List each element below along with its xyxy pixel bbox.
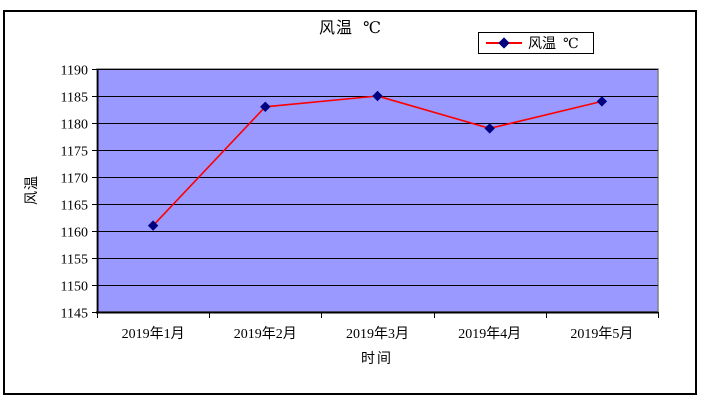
x-tick-label: 2019年1月 [122,326,185,342]
data-point-marker[interactable] [260,101,271,113]
chart-outer-frame [3,10,697,395]
legend-box[interactable]: 风温 ℃ [478,32,594,54]
chart-title: 风温 ℃ [319,20,382,37]
legend-diamond-icon [498,37,510,49]
y-tick-label: 1185 [61,91,88,106]
y-tick-label: 1145 [61,307,88,322]
y-tick-label: 1175 [61,145,88,160]
y-tick-label: 1160 [61,226,88,241]
x-tick-label: 2019年4月 [458,326,521,342]
x-axis-title: 时间 [361,352,393,367]
x-tick-label: 2019年3月 [346,326,409,342]
data-point-marker[interactable] [147,220,159,231]
y-tick-label: 1180 [61,118,88,133]
y-tick-label: 1170 [61,172,88,187]
legend-series-label: 风温 ℃ [528,37,579,52]
x-tick-label: 2019年2月 [234,326,297,342]
data-point-marker[interactable] [372,90,383,102]
y-tick-label: 1165 [61,199,88,214]
data-point-marker[interactable] [484,123,495,134]
legend-line-icon [486,37,522,49]
y-tick-label: 1155 [61,253,88,268]
y-tick-label: 1150 [61,280,88,295]
y-axis-title: 风温 [25,175,40,205]
plot-area[interactable] [96,68,659,313]
x-tick-label: 2019年5月 [570,326,633,342]
data-point-marker[interactable] [596,96,608,107]
y-tick-label: 1190 [61,64,88,79]
